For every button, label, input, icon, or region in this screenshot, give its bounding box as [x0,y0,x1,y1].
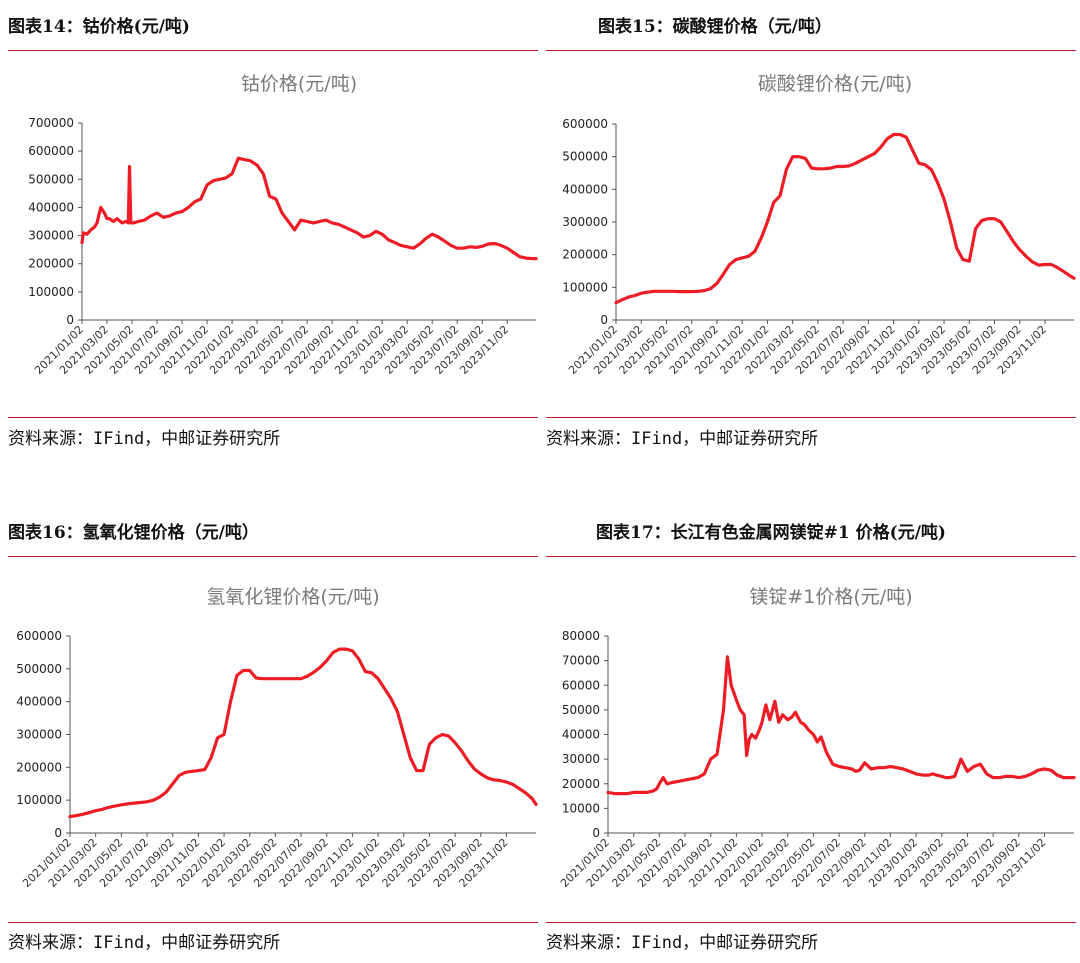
y-tick-label: 60000 [562,678,600,692]
y-tick-label: 600000 [562,117,608,131]
y-tick-label: 700000 [28,116,74,130]
line-chart: 碳酸锂价格(元/吨) 0 100000 200000 300000 400000 50000… [562,73,1076,377]
y-tick-label: 0 [54,826,62,840]
source-divider [546,922,1076,923]
series-line [80,156,538,261]
heading-divider [546,50,1076,51]
panel-heading: 图表17：长江有色金属网镁锭#1 价格(元/吨) [596,523,946,543]
panel-heading: 图表15：碳酸锂价格（元/吨） [598,17,832,37]
y-tick-label: 300000 [28,229,74,243]
y-tick-label: 300000 [562,215,608,229]
y-tick-label: 100000 [16,793,62,807]
chart-panel-cobalt: 图表14：钴价格(元/吨) 钴价格(元/吨) 0 100000 200000 30000… [8,12,538,457]
source-note: 资料来源：IFind，中邮证券研究所 [546,429,819,449]
y-tick-label: 0 [66,313,74,327]
y-tick-label: 500000 [28,172,74,186]
y-tick-label: 200000 [562,248,608,262]
y-tick-label: 500000 [562,150,608,164]
y-tick-label: 600000 [16,629,62,643]
line-chart: 镁锭#1价格(元/吨) 0 10000 20000 30000 40000 50000 600… [558,586,1076,890]
y-tick-label: 50000 [562,703,600,717]
source-divider [8,417,538,418]
y-tick-label: 70000 [562,654,600,668]
line-chart: 钴价格(元/吨) 0 100000 200000 300000 400000 500000 6… [28,73,538,377]
chart-panel-magnesium-ingot: 图表17：长江有色金属网镁锭#1 价格(元/吨) 镁锭#1价格(元/吨) 0 100… [546,518,1076,963]
heading-divider [8,556,538,557]
line-chart: 氢氧化锂价格(元/吨) 0 100000 200000 300000 400000 5000… [16,586,538,890]
y-tick-label: 0 [592,826,600,840]
panel-heading: 图表16：氢氧化锂价格（元/吨） [8,523,259,543]
heading-divider [546,556,1076,557]
y-tick-label: 20000 [562,777,600,791]
y-tick-label: 400000 [16,695,62,709]
source-note: 资料来源：IFind，中邮证券研究所 [8,933,281,953]
series-line [68,647,538,819]
y-tick-label: 400000 [28,200,74,214]
y-tick-label: 30000 [562,752,600,766]
source-note: 资料来源：IFind，中邮证券研究所 [546,933,819,953]
chart-title: 氢氧化锂价格(元/吨) [206,586,379,608]
source-divider [546,417,1076,418]
y-tick-label: 500000 [16,662,62,676]
y-tick-label: 100000 [562,280,608,294]
chart-panel-lithium-hydroxide: 图表16：氢氧化锂价格（元/吨） 氢氧化锂价格(元/吨) 0 100000 20000… [8,518,538,963]
y-tick-label: 40000 [562,728,600,742]
y-tick-label: 0 [600,313,608,327]
y-tick-label: 100000 [28,285,74,299]
chart-title: 钴价格(元/吨) [241,73,357,95]
chart-panel-lithium-carbonate: 图表15：碳酸锂价格（元/吨） 碳酸锂价格(元/吨) 0 100000 200000 3… [546,12,1076,457]
y-tick-label: 300000 [16,728,62,742]
y-tick-label: 600000 [28,144,74,158]
heading-divider [8,50,538,51]
chart-title: 碳酸锂价格(元/吨) [758,73,912,95]
series-line [614,132,1076,305]
series-line [606,655,1076,796]
source-note: 资料来源：IFind，中邮证券研究所 [8,429,281,449]
chart-title: 镁锭#1价格(元/吨) [749,586,912,608]
y-tick-label: 200000 [16,760,62,774]
y-tick-label: 400000 [562,182,608,196]
y-tick-label: 80000 [562,629,600,643]
y-tick-label: 200000 [28,257,74,271]
panel-heading: 图表14：钴价格(元/吨) [8,17,190,37]
y-tick-label: 10000 [562,801,600,815]
source-divider [8,922,538,923]
